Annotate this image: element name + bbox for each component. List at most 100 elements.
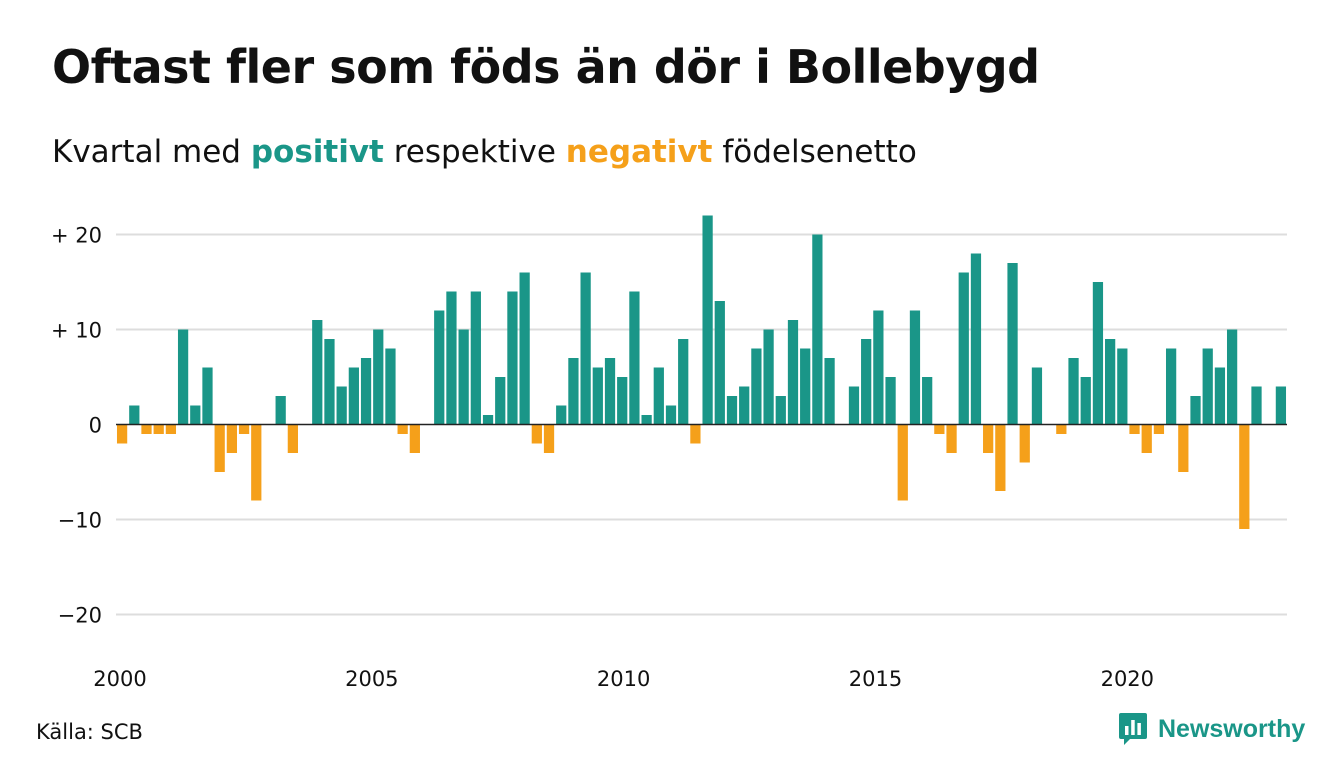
bar	[543, 424, 555, 453]
bar	[165, 424, 177, 434]
bar	[238, 424, 250, 434]
x-tick-label: 2000	[93, 667, 146, 691]
bar	[678, 339, 689, 425]
bar-chart-speech-bubble-icon	[1119, 713, 1147, 745]
bar	[434, 310, 445, 425]
bar	[1202, 348, 1213, 425]
y-tick-label: −10	[58, 509, 102, 533]
bar	[226, 424, 238, 453]
bar	[665, 405, 677, 425]
source-note: Källa: SCB	[36, 720, 143, 744]
bar	[177, 329, 189, 425]
bar	[934, 424, 945, 434]
bar	[568, 358, 579, 425]
bar	[1007, 263, 1018, 425]
bar	[1178, 424, 1189, 472]
bar	[812, 234, 823, 425]
x-tick-label: 2010	[597, 667, 650, 691]
bar	[592, 367, 603, 425]
bar	[848, 386, 860, 425]
bar	[983, 424, 994, 453]
subtitle-post: födelsenetto	[712, 134, 917, 170]
bar	[214, 424, 225, 472]
bar	[958, 272, 969, 425]
subtitle-mid: respektive	[383, 134, 566, 170]
bar	[336, 386, 347, 425]
bar	[861, 339, 872, 425]
bar	[617, 377, 628, 425]
y-tick-label: + 10	[51, 319, 102, 343]
bar	[763, 329, 774, 425]
bar	[824, 358, 835, 425]
bar	[129, 405, 140, 425]
bar	[885, 377, 896, 425]
bar	[482, 415, 494, 425]
bar	[385, 348, 396, 425]
bar	[202, 367, 213, 425]
bar	[348, 367, 359, 425]
bar	[141, 424, 152, 434]
y-tick-label: + 20	[51, 224, 102, 248]
bar	[446, 291, 457, 425]
bar	[1226, 329, 1238, 425]
bar	[787, 320, 799, 425]
bar	[1214, 367, 1226, 425]
bar	[397, 424, 408, 434]
bar	[1056, 424, 1067, 434]
bar	[800, 348, 811, 425]
bar	[556, 405, 567, 425]
bar	[312, 320, 323, 425]
bar	[702, 215, 713, 425]
brand-name: Newsworthy	[1158, 714, 1306, 743]
bar	[373, 329, 384, 425]
bar	[287, 424, 298, 453]
bar	[751, 348, 762, 425]
bar	[531, 424, 542, 444]
bar	[1019, 424, 1030, 463]
bar	[324, 339, 335, 425]
bar	[1031, 367, 1043, 425]
bar	[604, 358, 616, 425]
x-tick-label: 2015	[849, 667, 902, 691]
bar	[519, 272, 530, 425]
bar	[1129, 424, 1140, 434]
bar	[251, 424, 262, 501]
bar	[190, 405, 201, 425]
y-tick-label: 0	[89, 414, 102, 438]
bar	[470, 291, 481, 425]
bar	[275, 396, 286, 425]
bar	[629, 291, 640, 425]
bar	[1275, 386, 1287, 425]
bar	[507, 291, 518, 425]
bar	[1251, 386, 1262, 425]
bar	[922, 377, 933, 425]
chart-title: Oftast fler som föds än dör i Bollebygd	[52, 40, 1040, 94]
bar	[1117, 348, 1128, 425]
bar	[739, 386, 750, 425]
y-tick-label: −20	[58, 604, 102, 628]
bar	[409, 424, 420, 453]
bar	[897, 424, 908, 501]
bar	[458, 329, 469, 425]
bar	[690, 424, 701, 444]
bar	[1068, 358, 1079, 425]
bar	[116, 424, 128, 444]
bar	[360, 358, 372, 425]
bar	[775, 396, 786, 425]
chart-subtitle: Kvartal med positivt respektive negativt…	[52, 134, 917, 170]
bar	[1153, 424, 1165, 434]
bar	[495, 377, 506, 425]
bar	[1239, 424, 1250, 529]
subtitle-positive: positivt	[250, 134, 384, 170]
bar	[641, 415, 652, 425]
bar	[873, 310, 884, 425]
bar	[580, 272, 591, 425]
bar	[653, 367, 664, 425]
bar	[909, 310, 921, 425]
subtitle-pre: Kvartal med	[52, 134, 251, 170]
bar	[1190, 396, 1201, 425]
bar	[970, 253, 982, 425]
bar	[726, 396, 738, 425]
bar	[714, 301, 725, 425]
